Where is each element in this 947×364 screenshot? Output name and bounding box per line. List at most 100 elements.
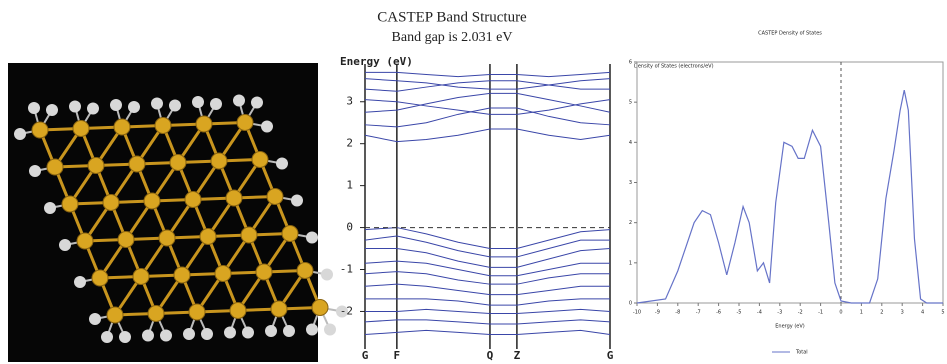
page: CASTEP Band Structure Band gap is 2.031 … <box>0 0 947 364</box>
gold-atom <box>200 229 216 245</box>
y-tick-label: 5 <box>629 100 632 106</box>
gold-atom <box>185 192 201 208</box>
hydrogen-atom <box>210 98 222 110</box>
x-tick-label: -10 <box>633 310 641 316</box>
gold-atom <box>252 152 268 168</box>
y-tick-label: 4 <box>629 140 632 146</box>
band-line <box>365 72 610 76</box>
y-tick-label: 0 <box>629 301 632 307</box>
gold-atom <box>215 266 231 282</box>
hydrogen-atom <box>306 324 318 336</box>
x-tick-label: -2 <box>798 310 803 316</box>
hydrogen-atom <box>192 96 204 108</box>
hydrogen-atom <box>89 313 101 325</box>
gold-atom <box>114 119 130 135</box>
gold-atom <box>312 300 328 316</box>
hydrogen-atom <box>276 158 288 170</box>
band-line <box>365 228 610 249</box>
band-line <box>365 129 610 142</box>
gold-atom <box>267 189 283 205</box>
band-line <box>365 309 610 313</box>
band-line <box>365 299 610 305</box>
dos-line <box>637 90 943 303</box>
y-tick-label: 1 <box>346 179 353 192</box>
hydrogen-atom <box>74 276 86 288</box>
band-subtitle: Band gap is 2.031 eV <box>392 30 513 45</box>
hydrogen-atom <box>44 202 56 214</box>
y-tick-label: -2 <box>340 304 353 317</box>
gold-atom <box>271 301 287 317</box>
dos-y-label: Density of States (electrons/eV) <box>634 64 714 70</box>
gold-atom <box>189 304 205 320</box>
x-tick-label: -6 <box>716 310 721 316</box>
x-tick-label: -7 <box>696 310 701 316</box>
band-line <box>365 330 610 334</box>
band-line <box>365 320 610 324</box>
y-tick-label: 1 <box>629 260 632 266</box>
hydrogen-atom <box>233 95 245 107</box>
hydrogen-atom <box>224 327 236 339</box>
x-tick-label: 4 <box>921 310 924 316</box>
y-tick-label: -1 <box>340 263 353 276</box>
hydrogen-atom <box>160 330 172 342</box>
band-line <box>365 100 610 115</box>
gold-atom <box>92 270 108 286</box>
band-title: CASTEP Band Structure <box>377 9 527 25</box>
x-tick-label: 3 <box>901 310 904 316</box>
gold-atom <box>133 269 149 285</box>
x-tick-label: 1 <box>860 310 863 316</box>
hydrogen-atom <box>324 324 336 336</box>
gold-atom <box>103 195 119 211</box>
dos-title: CASTEP Density of States <box>758 31 822 37</box>
gold-atom <box>144 193 160 209</box>
y-tick-label: 6 <box>629 60 632 66</box>
gold-atom <box>256 264 272 280</box>
y-tick-label: 3 <box>346 95 353 108</box>
dos-x-label: Energy (eV) <box>775 324 805 330</box>
hydrogen-atom <box>69 101 81 113</box>
hydrogen-atom <box>59 239 71 251</box>
gold-atom <box>237 115 253 131</box>
band-line <box>365 261 610 276</box>
hydrogen-atom <box>283 325 295 337</box>
gold-atom <box>196 116 212 132</box>
x-tick-label: 0 <box>839 310 842 316</box>
legend-label: Total <box>795 350 808 356</box>
hydrogen-atom <box>29 165 41 177</box>
gold-atom <box>170 155 186 171</box>
band-line <box>365 81 610 91</box>
y-tick-label: 2 <box>629 220 632 226</box>
gold-atom <box>282 226 298 242</box>
gold-atom <box>107 307 123 323</box>
hydrogen-atom <box>306 232 318 244</box>
gold-atom <box>118 232 134 248</box>
x-tick-label: -8 <box>675 310 680 316</box>
hydrogen-atom <box>128 101 140 113</box>
hydrogen-atom <box>14 128 26 140</box>
hydrogen-atom <box>101 331 113 343</box>
hydrogen-atom <box>251 97 263 109</box>
hydrogen-atom <box>142 330 154 342</box>
hydrogen-atom <box>110 99 122 111</box>
gold-atom <box>174 267 190 283</box>
x-tick-label: -4 <box>757 310 762 316</box>
x-tick-label: Z <box>514 349 521 362</box>
gold-atom <box>88 158 104 174</box>
hydrogen-atom <box>265 325 277 337</box>
x-tick-label: G <box>362 349 369 362</box>
gold-atom <box>226 190 242 206</box>
band-line <box>365 79 610 89</box>
y-tick-label: 3 <box>629 180 632 186</box>
x-tick-label: 5 <box>941 310 944 316</box>
hydrogen-atom <box>87 103 99 115</box>
gold-atom <box>159 230 175 246</box>
gold-atom <box>241 227 257 243</box>
hydrogen-atom <box>261 121 273 133</box>
x-tick-label: Q <box>487 349 494 362</box>
hydrogen-atom <box>321 269 333 281</box>
gold-atom <box>129 156 145 172</box>
gold-atom <box>77 233 93 249</box>
hydrogen-atom <box>119 331 131 343</box>
band-y-label: Energy (eV) <box>340 55 413 68</box>
hydrogen-atom <box>183 328 195 340</box>
